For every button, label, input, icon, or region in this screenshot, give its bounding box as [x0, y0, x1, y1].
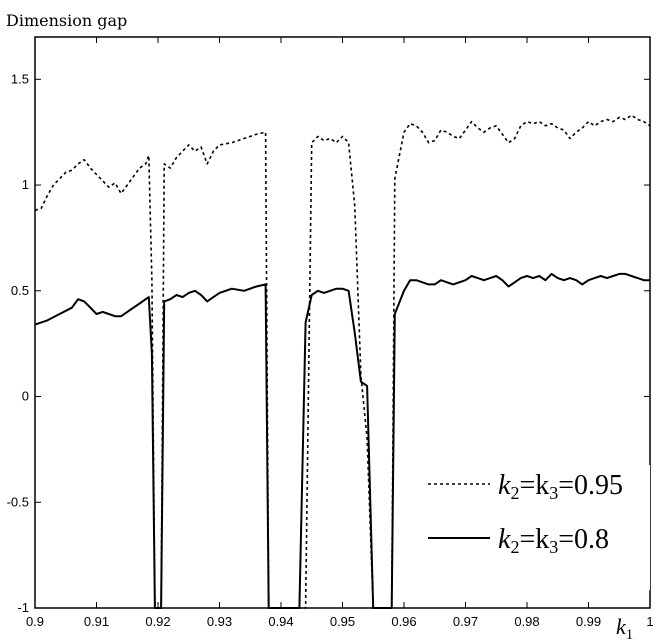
y-tick-label: -1 [17, 600, 29, 615]
x-tick-label: 0.93 [207, 614, 232, 629]
y-tick-label: 0.5 [11, 283, 29, 298]
y-tick-label: -0.5 [7, 494, 29, 509]
x-tick-label: 0.91 [84, 614, 109, 629]
legend-background [418, 465, 650, 590]
x-tick-label: 0.92 [145, 614, 170, 629]
series-group [34, 114, 651, 609]
x-tick-label: 0.94 [268, 614, 293, 629]
series-line-2 [34, 272, 650, 609]
x-tick-label: 1 [646, 614, 653, 629]
series-line-1 [34, 114, 651, 609]
legend-label-1: k2=k3=0.95 [498, 470, 623, 503]
legend-label-2: k2=k3=0.8 [498, 524, 609, 557]
y-ticks: -1 -0.5 0 0.5 1 1.5 [7, 71, 650, 615]
y-tick-label: 0 [22, 389, 29, 404]
x-tick-label: 0.99 [576, 614, 601, 629]
x-tick-label: 0.97 [453, 614, 478, 629]
y-axis-title: Dimension gap [6, 11, 127, 30]
x-tick-label: 0.95 [330, 614, 355, 629]
legend: k2=k3=0.95 k2=k3=0.8 [418, 465, 650, 590]
x-ticks: 0.9 0.91 0.92 0.93 0.94 0.95 0.96 0.97 0.98 0.99 1 [26, 37, 654, 629]
x-tick-label: 0.98 [514, 614, 539, 629]
x-tick-label: 0.96 [391, 614, 416, 629]
x-tick-label: 0.9 [26, 614, 44, 629]
y-tick-label: 1.5 [11, 71, 29, 86]
x-axis-title: k1 [616, 614, 633, 640]
y-tick-label: 1 [22, 177, 29, 192]
